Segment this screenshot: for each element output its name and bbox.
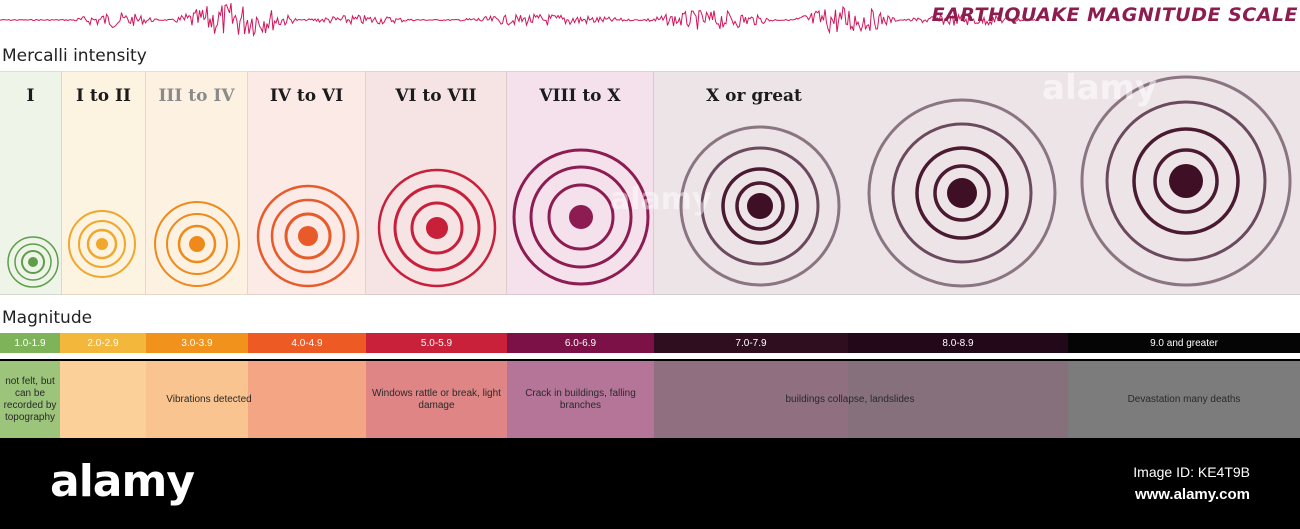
epicenter-icon-3: [154, 201, 240, 287]
ring: [721, 167, 799, 245]
ring-core: [189, 236, 205, 252]
alamy-logo: alamy: [50, 456, 195, 507]
ring-core: [96, 238, 108, 250]
watermark: alamy: [610, 182, 712, 217]
mercalli-intensity-heading: Mercalli intensity: [2, 46, 147, 66]
ring: [393, 184, 481, 272]
footer-bar: alamy Image ID: KE4T9B www.alamy.com: [0, 438, 1300, 529]
effect-cell: [146, 361, 248, 438]
effect-cell: not felt, but can be recorded by topogra…: [0, 361, 60, 438]
ring: [21, 250, 45, 274]
effect-cell: Windows rattle or break, light damage: [366, 361, 507, 438]
magnitude-segment: 8.0-8.9: [848, 333, 1068, 353]
magnitude-segment: 3.0-3.9: [146, 333, 248, 353]
ring: [679, 125, 841, 287]
ring: [14, 243, 52, 281]
ring: [915, 146, 1009, 240]
intensity-panel-6: VIII to X: [507, 71, 654, 295]
intensity-label: I: [26, 86, 35, 106]
intensity-label: IV to VI: [269, 86, 344, 106]
epicenter-rings: [7, 75, 1292, 288]
ring: [177, 224, 217, 264]
ring: [256, 184, 360, 288]
epicenter-icon-1: [7, 236, 59, 288]
ring: [1153, 148, 1219, 214]
intensity-label: VIII to X: [539, 86, 621, 106]
seismograph-trace: [0, 3, 1036, 37]
ring-core: [747, 193, 773, 219]
ring: [78, 220, 126, 268]
ring: [86, 228, 118, 260]
ring: [270, 198, 346, 274]
ring-core: [1169, 164, 1203, 198]
magnitude-segment: 5.0-5.9: [366, 333, 507, 353]
effect-cell: [848, 361, 1068, 438]
ring: [512, 148, 650, 286]
intensity-label: VI to VII: [395, 86, 477, 106]
magnitude-segment: 7.0-7.9: [654, 333, 848, 353]
magnitude-segment: 9.0 and greater: [1068, 333, 1300, 353]
ring: [891, 122, 1033, 264]
magnitude-heading: Magnitude: [2, 308, 93, 328]
page-title: EARTHQUAKE MAGNITUDE SCALE: [931, 4, 1298, 26]
ring-core: [569, 205, 593, 229]
ring: [410, 201, 464, 255]
magnitude-segment: 1.0-1.9: [0, 333, 60, 353]
effect-label-vibrations: Vibrations detected: [166, 394, 252, 405]
effect-cell: Crack in buildings, falling branches: [507, 361, 654, 438]
ring: [154, 201, 240, 287]
epicenter-icon-7: [679, 125, 841, 287]
ring-core: [426, 217, 448, 239]
ring: [700, 146, 820, 266]
ring: [867, 98, 1057, 288]
epicenter-icon-8: [867, 98, 1057, 288]
magnitude-segment: 6.0-6.9: [507, 333, 654, 353]
seismograph-wave: [0, 3, 1036, 37]
effect-cell: Devastation many deaths: [1068, 361, 1300, 438]
watermark: alamy: [1042, 68, 1158, 108]
effects-row: not felt, but can be recorded by topogra…: [0, 361, 1300, 438]
effect-cell: [248, 361, 366, 438]
ring: [547, 183, 615, 251]
footer-url: www.alamy.com: [1134, 486, 1250, 503]
ring: [7, 236, 59, 288]
epicenter-icon-4: [256, 184, 360, 288]
ring: [529, 165, 633, 269]
ring: [1105, 100, 1267, 262]
ring-core: [298, 226, 318, 246]
ring-core: [28, 257, 38, 267]
epicenter-icon-2: [68, 210, 136, 278]
magnitude-segment: 2.0-2.9: [60, 333, 146, 353]
ring: [1080, 75, 1292, 287]
epicenter-icon-5: [377, 168, 497, 288]
magnitude-segment: 4.0-4.9: [248, 333, 366, 353]
intensity-label: I to II: [76, 86, 131, 106]
effect-cell: [60, 361, 146, 438]
ring: [933, 164, 991, 222]
epicenter-icon-6: [512, 148, 650, 286]
ring: [377, 168, 497, 288]
intensity-label: X or great: [706, 86, 802, 106]
divider-line: [0, 359, 1300, 361]
magnitude-bar: 1.0-1.9 2.0-2.9 3.0-3.9 4.0-4.9 5.0-5.9 …: [0, 333, 1300, 353]
ring: [166, 213, 228, 275]
effect-cell: [654, 361, 848, 438]
ring-core: [947, 178, 977, 208]
ring: [68, 210, 136, 278]
image-id: Image ID: KE4T9B: [1133, 464, 1250, 480]
intensity-label: III to IV: [158, 86, 235, 106]
ring: [284, 212, 332, 260]
ring: [735, 181, 785, 231]
effect-label-collapse: buildings collapse, landslides: [785, 394, 915, 405]
intensity-panel-3: III to IV: [146, 71, 248, 295]
epicenter-icon-9: [1080, 75, 1292, 287]
ring: [1132, 127, 1240, 235]
intensity-panel-5: VI to VII: [366, 71, 507, 295]
